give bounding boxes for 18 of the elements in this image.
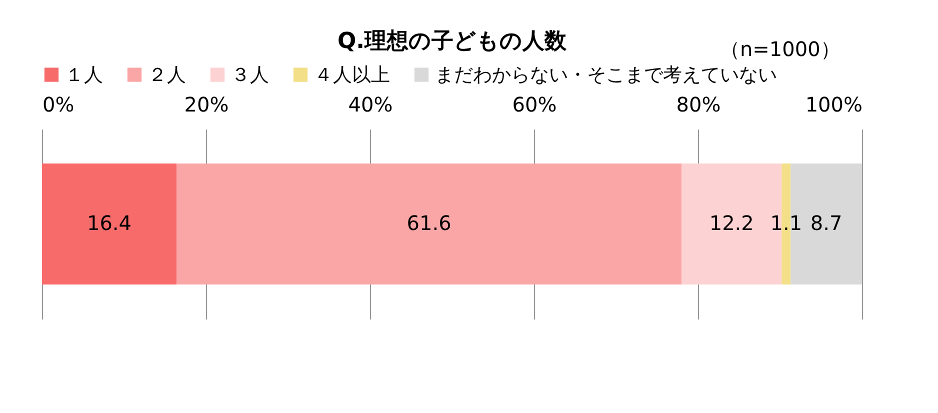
text: （n=1000） xyxy=(720,36,840,63)
data-label: 8.7 xyxy=(810,211,842,235)
x-tick-label: 60% xyxy=(512,92,557,116)
data-label: 61.6 xyxy=(406,211,452,235)
legend-label: ３人 xyxy=(231,64,269,86)
x-tick-label: 20% xyxy=(184,92,229,116)
legend-label: ４人以上 xyxy=(314,64,390,86)
legend-label: ２人 xyxy=(148,64,186,86)
legend-label: １人 xyxy=(65,64,103,86)
x-tick-label: 0% xyxy=(42,92,74,116)
data-label: 16.4 xyxy=(86,211,132,235)
x-tick-label: 40% xyxy=(348,92,393,116)
x-tick-label: 80% xyxy=(676,92,721,116)
chart-title: Q.理想の子どもの人数 xyxy=(337,29,568,54)
x-tick-label: 100% xyxy=(805,92,862,116)
data-label: 12.2 xyxy=(709,211,754,235)
legend-label: まだわからない・そこまで考えていない xyxy=(435,64,777,86)
data-label: 1.1 xyxy=(770,211,802,235)
